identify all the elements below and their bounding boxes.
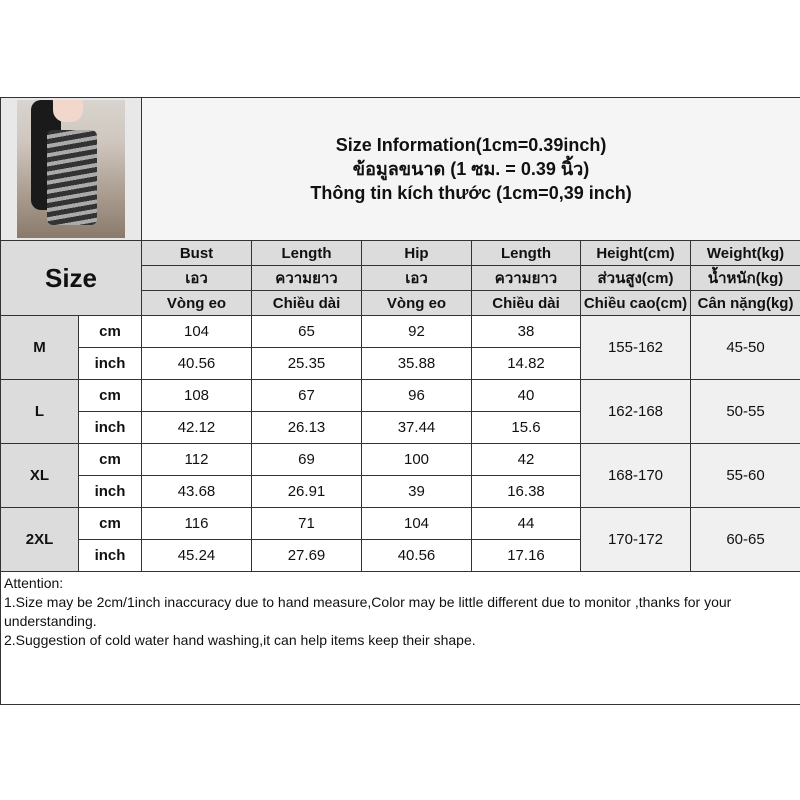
cm-value: 44	[471, 507, 581, 540]
column-header: Length	[251, 240, 362, 266]
column-header: Cân nặng(kg)	[689, 290, 800, 316]
unit-label: cm	[78, 379, 142, 412]
cm-value: 116	[141, 507, 252, 540]
size-header: Size	[0, 240, 142, 316]
height-range: 168-170	[580, 443, 691, 508]
unit-label: cm	[78, 443, 142, 476]
cm-value: 71	[251, 507, 362, 540]
unit-label: cm	[78, 315, 142, 348]
cm-value: 40	[471, 379, 581, 412]
inch-value: 14.82	[471, 347, 581, 380]
inch-value: 16.38	[471, 475, 581, 508]
column-header: Bust	[141, 240, 252, 266]
inch-value: 15.6	[471, 411, 581, 444]
inch-value: 17.16	[471, 539, 581, 572]
inch-value: 43.68	[141, 475, 252, 508]
column-header: Vòng eo	[141, 290, 252, 316]
inch-value: 37.44	[361, 411, 472, 444]
size-name: L	[0, 379, 79, 444]
weight-range: 55-60	[689, 443, 800, 508]
table-row: inch 45.24 27.69 40.56 17.16	[1, 539, 800, 572]
height-range: 155-162	[580, 315, 691, 380]
inch-value: 26.13	[251, 411, 362, 444]
attention-heading: Attention:	[4, 575, 64, 591]
column-header: ส่วนสูง(cm)	[580, 265, 691, 291]
column-header: ความยาว	[251, 265, 362, 291]
column-header: Length	[471, 240, 581, 266]
cm-value: 100	[361, 443, 472, 476]
column-header: Vòng eo	[361, 290, 472, 316]
attention-note: Attention: 1.Size may be 2cm/1inch inacc…	[0, 571, 800, 705]
cm-value: 108	[141, 379, 252, 412]
table-row: inch 42.12 26.13 37.44 15.6	[1, 411, 800, 444]
weight-range: 50-55	[689, 379, 800, 444]
weight-range: 45-50	[689, 315, 800, 380]
column-header: ความยาว	[471, 265, 581, 291]
unit-label: inch	[78, 411, 142, 444]
inch-value: 40.56	[141, 347, 252, 380]
inch-value: 39	[361, 475, 472, 508]
chart-title: Size Information(1cm=0.39inch) ข้อมูลขนา…	[140, 97, 800, 241]
unit-label: cm	[78, 507, 142, 540]
table-row: inch 40.56 25.35 35.88 14.82	[1, 347, 800, 380]
cm-value: 104	[141, 315, 252, 348]
attention-line-2: 2.Suggestion of cold water hand washing,…	[4, 632, 476, 648]
cm-value: 38	[471, 315, 581, 348]
height-range: 162-168	[580, 379, 691, 444]
inch-value: 45.24	[141, 539, 252, 572]
height-range: 170-172	[580, 507, 691, 572]
cm-value: 65	[251, 315, 362, 348]
unit-label: inch	[78, 347, 142, 380]
cm-value: 92	[361, 315, 472, 348]
column-header: น้ำหนัก(kg)	[689, 265, 800, 291]
cm-value: 69	[251, 443, 362, 476]
cm-value: 96	[361, 379, 472, 412]
unit-label: inch	[78, 539, 142, 572]
cm-value: 67	[251, 379, 362, 412]
inch-value: 26.91	[251, 475, 362, 508]
size-name: XL	[0, 443, 79, 508]
inch-value: 27.69	[251, 539, 362, 572]
table-row: XL cm 112 69 100 42 168-170 55-60	[0, 443, 800, 508]
column-header: เอว	[361, 265, 472, 291]
column-header: Chiều cao(cm)	[580, 290, 691, 316]
title-en: Size Information(1cm=0.39inch)	[335, 135, 607, 155]
weight-range: 60-65	[689, 507, 800, 572]
column-header: Hip	[361, 240, 472, 266]
product-photo	[0, 97, 142, 241]
title-th: ข้อมูลขนาด (1 ซม. = 0.39 นิ้ว)	[352, 159, 590, 179]
cm-value: 42	[471, 443, 581, 476]
inch-value: 40.56	[361, 539, 472, 572]
column-header: Chiều dài	[471, 290, 581, 316]
size-name: 2XL	[0, 507, 79, 572]
size-chart-table: Size Information(1cm=0.39inch) ข้อมูลขนา…	[0, 97, 800, 705]
cm-value: 112	[141, 443, 252, 476]
attention-line-1: 1.Size may be 2cm/1inch inaccuracy due t…	[4, 594, 732, 629]
size-name: M	[0, 315, 79, 380]
column-header: Weight(kg)	[689, 240, 800, 266]
column-header: Height(cm)	[580, 240, 691, 266]
cm-value: 104	[361, 507, 472, 540]
table-row: inch 43.68 26.91 39 16.38	[1, 475, 800, 508]
title-vi: Thông tin kích thước (1cm=0,39 inch)	[310, 183, 632, 203]
inch-value: 35.88	[361, 347, 472, 380]
inch-value: 42.12	[141, 411, 252, 444]
inch-value: 25.35	[251, 347, 362, 380]
table-row: 2XL cm 116 71 104 44 170-172 60-65	[0, 507, 800, 572]
column-header: Chiều dài	[251, 290, 362, 316]
unit-label: inch	[78, 475, 142, 508]
column-header: เอว	[141, 265, 252, 291]
